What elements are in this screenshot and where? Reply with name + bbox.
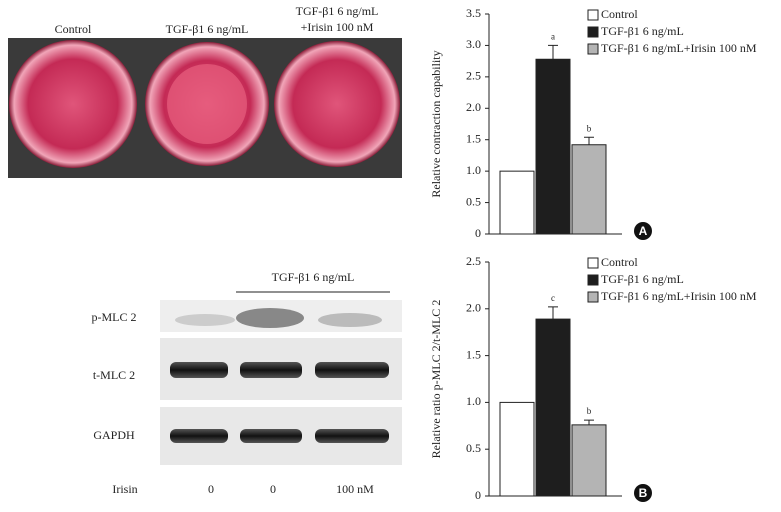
bar [535,318,571,497]
y-tick-label: 0 [475,488,481,502]
y-axis-label: Relative ratio p-MLC 2/t-MLC 2 [429,300,443,459]
photo-label: Control [55,22,92,36]
band [236,308,304,328]
y-tick-label: 1.5 [466,131,481,145]
error-bar [584,136,594,145]
gel [167,64,247,144]
panel-badge [634,222,652,240]
annotation: a [551,31,555,41]
treatment-label: Irisin [112,482,137,496]
bar [499,401,535,497]
annotation: c [551,293,555,303]
annotation: b [587,406,592,416]
y-tick-label: 0.5 [466,194,481,208]
legend-swatch [587,43,599,55]
treatment-value: 100 nM [336,482,374,496]
legend-label: TGF-β1 6 ng/mL [601,24,684,38]
error-bar [548,44,558,60]
y-tick-label: 2.5 [466,254,481,268]
legend-label: TGF-β1 6 ng/mL+Irisin 100 nM [601,41,757,55]
y-tick-label: 3.0 [466,37,481,51]
legend-swatch [587,9,599,21]
band [318,313,382,327]
panel-label: B [639,486,648,500]
well [274,41,400,167]
well [9,40,137,168]
legend-swatch [587,274,599,286]
treatment-value: 0 [270,482,276,496]
y-tick-label: 1.5 [466,347,481,361]
band [315,429,389,443]
y-axis-label: Relative contraction capability [429,50,443,197]
y-tick-label: 0.5 [466,441,481,455]
photo-label: TGF-β1 6 ng/mL [296,4,379,18]
bar [571,424,607,497]
y-tick-label: 3.5 [466,6,481,20]
treatment-value: 0 [208,482,214,496]
bar [535,58,571,235]
legend-label: TGF-β1 6 ng/mL+Irisin 100 nM [601,289,757,303]
y-tick-label: 2.0 [466,100,481,114]
legend-swatch [587,291,599,303]
blot-row-label: p-MLC 2 [92,310,137,324]
blot-row-label: t-MLC 2 [93,368,135,382]
annotation: b [587,123,592,133]
band [175,314,235,326]
y-tick-label: 2.0 [466,301,481,315]
y-tick-label: 1.0 [466,163,481,177]
band [170,429,228,443]
bar [571,144,607,235]
legend-swatch [587,26,599,38]
blot-header: TGF-β1 6 ng/mL [272,270,355,284]
band [240,362,302,378]
photo-label: +Irisin 100 nM [301,20,374,34]
band [240,429,302,443]
legend-label: Control [601,7,638,21]
y-tick-label: 1.0 [466,394,481,408]
y-tick-label: 0 [475,226,481,240]
panel-badge [634,484,652,502]
error-bar [548,306,558,320]
bar [499,170,535,235]
y-tick-label: 2.5 [466,69,481,83]
panel-label: A [639,224,648,238]
legend-label: TGF-β1 6 ng/mL [601,272,684,286]
error-bar [584,419,594,425]
legend-swatch [587,257,599,269]
band [315,362,389,378]
blot-row-label: GAPDH [93,428,135,442]
band [170,362,228,378]
photo-label: TGF-β1 6 ng/mL [166,22,249,36]
legend-label: Control [601,255,638,269]
